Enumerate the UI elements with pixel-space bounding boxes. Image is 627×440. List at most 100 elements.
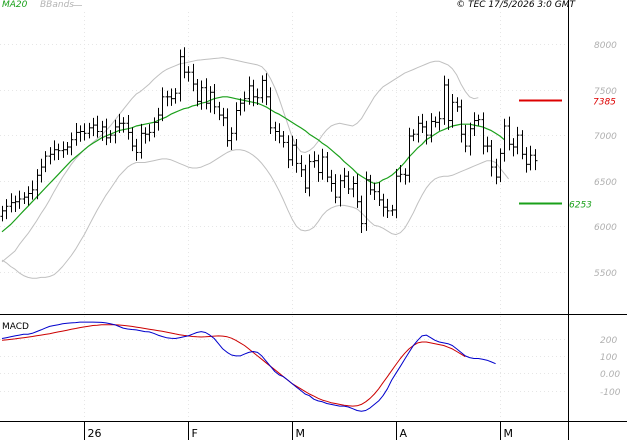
price-tick-label: 8000: [594, 41, 617, 51]
price-bar: [87, 122, 92, 139]
price-bar: [502, 118, 507, 162]
price-bar: [489, 139, 494, 177]
price-bar: [0, 205, 5, 222]
price-bar: [156, 107, 161, 131]
price-bar: [403, 168, 408, 185]
price-bar: [17, 190, 22, 209]
macd-main-line: [1, 321, 496, 412]
price-bar: [43, 151, 48, 173]
price-bar: [121, 117, 126, 133]
price-tick-label: 7500: [594, 87, 617, 97]
price-bar: [91, 117, 96, 137]
bbands-legend-label: BBands: [40, 0, 74, 10]
ma20-legend-label: MA20: [2, 0, 28, 10]
price-bar: [524, 147, 529, 173]
price-bar: [333, 174, 338, 204]
price-bar: [411, 129, 416, 142]
price-bar: [251, 79, 256, 107]
price-bar: [437, 111, 442, 131]
price-bar: [459, 99, 464, 143]
price-bar: [476, 114, 481, 126]
price-bar: [377, 182, 382, 207]
price-bar: [320, 148, 325, 180]
ma20-series-line: [1, 96, 505, 233]
price-bar: [273, 121, 278, 141]
price-bar: [407, 127, 412, 183]
price-bar: [355, 174, 360, 208]
price-bar: [528, 145, 533, 171]
support-resistance-levels: 7385 6253: [519, 98, 616, 211]
bbands-legend-line: [72, 5, 82, 6]
price-bar: [130, 127, 135, 152]
price-bar: [22, 192, 27, 205]
price-bar: [113, 119, 118, 144]
price-bar: [385, 198, 390, 219]
price-bar: [238, 98, 243, 116]
price-bar: [468, 122, 473, 156]
price-bar: [255, 88, 260, 105]
price-bar: [195, 79, 200, 107]
price-bar: [56, 143, 61, 161]
price-bar: [316, 154, 321, 182]
price-bar: [225, 108, 230, 147]
macd-signal-line: [1, 324, 466, 407]
time-tick-label: 26: [88, 427, 102, 440]
macd-lines: 200 100 0.00 -100: [1, 321, 621, 412]
macd-panel-label: MACD: [2, 322, 29, 332]
price-bar: [186, 66, 191, 82]
price-bar: [104, 118, 109, 146]
price-bar: [95, 115, 100, 138]
price-bar: [394, 168, 399, 219]
price-bar: [507, 116, 512, 151]
price-bar: [35, 169, 40, 200]
price-bar: [359, 195, 364, 234]
price-bar: [398, 164, 403, 183]
price-bar: [173, 88, 178, 104]
price-bar: [325, 152, 330, 183]
resistance-label: 7385: [593, 98, 616, 108]
price-bar: [100, 120, 105, 141]
price-bar: [264, 73, 269, 106]
price-bar: [420, 113, 425, 134]
price-bar: [424, 120, 429, 145]
price-bar: [290, 135, 295, 166]
price-bar: [39, 158, 44, 183]
price-bar: [61, 141, 66, 158]
price-bar: [364, 171, 369, 231]
price-bar: [204, 78, 209, 110]
price-bar: [165, 90, 170, 107]
macd-tick-label: -100: [600, 388, 621, 398]
price-bar: [299, 155, 304, 178]
price-bar: [390, 204, 395, 216]
price-bar: [178, 49, 183, 102]
price-bar: [30, 180, 35, 200]
price-bar: [126, 114, 131, 140]
price-bar: [143, 127, 148, 144]
price-bar: [498, 148, 503, 183]
price-bar: [455, 97, 460, 112]
price-bar: [139, 123, 144, 159]
price-bar: [221, 107, 226, 127]
price-bar: [368, 174, 373, 195]
bbands-lower-line: [1, 149, 509, 279]
price-bar: [9, 193, 14, 213]
price-bar: [152, 117, 157, 138]
price-bar: [307, 154, 312, 197]
price-bar: [74, 123, 79, 146]
macd-tick-label: 0.00: [600, 370, 620, 380]
price-bar: [82, 123, 87, 141]
price-bar: [191, 63, 196, 92]
price-bar: [160, 87, 165, 122]
price-bar: [472, 112, 477, 136]
grid-dots: [0, 12, 568, 420]
price-bar: [416, 116, 421, 143]
price-bar: [182, 47, 187, 79]
price-bar: [446, 78, 451, 130]
time-tick-label: F: [192, 427, 198, 440]
price-tick-label: 6000: [594, 223, 617, 233]
price-bar: [511, 138, 516, 157]
price-bar: [515, 126, 520, 155]
price-tick-label: 6500: [594, 178, 617, 188]
time-tick-label: A: [400, 427, 408, 440]
